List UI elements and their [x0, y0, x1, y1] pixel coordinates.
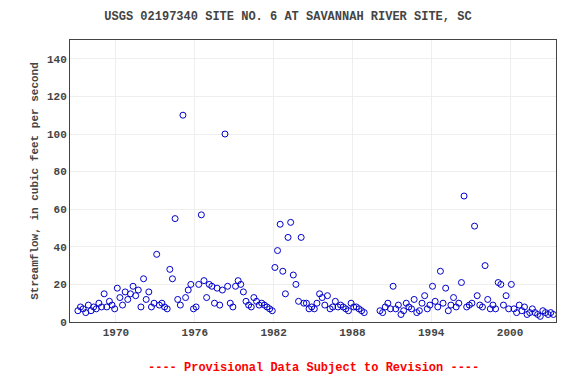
svg-text:1976: 1976: [182, 327, 208, 339]
svg-text:40: 40: [54, 242, 67, 254]
svg-text:2000: 2000: [497, 327, 523, 339]
svg-text:1994: 1994: [418, 327, 445, 339]
svg-text:80: 80: [54, 166, 67, 178]
svg-text:0: 0: [60, 317, 67, 329]
svg-text:120: 120: [47, 91, 67, 103]
svg-text:1988: 1988: [339, 327, 366, 339]
svg-text:USGS 02197340 SITE NO. 6 AT SA: USGS 02197340 SITE NO. 6 AT SAVANNAH RIV…: [104, 10, 471, 24]
svg-text:---- Provisional Data Subject: ---- Provisional Data Subject to Revisio…: [148, 361, 479, 375]
svg-text:Streamflow, in cubic feet per: Streamflow, in cubic feet per second: [29, 62, 41, 300]
svg-text:60: 60: [54, 204, 67, 216]
svg-text:1970: 1970: [103, 327, 129, 339]
svg-text:100: 100: [47, 129, 67, 141]
svg-text:20: 20: [54, 279, 67, 291]
svg-text:1982: 1982: [260, 327, 286, 339]
svg-text:140: 140: [47, 54, 67, 66]
